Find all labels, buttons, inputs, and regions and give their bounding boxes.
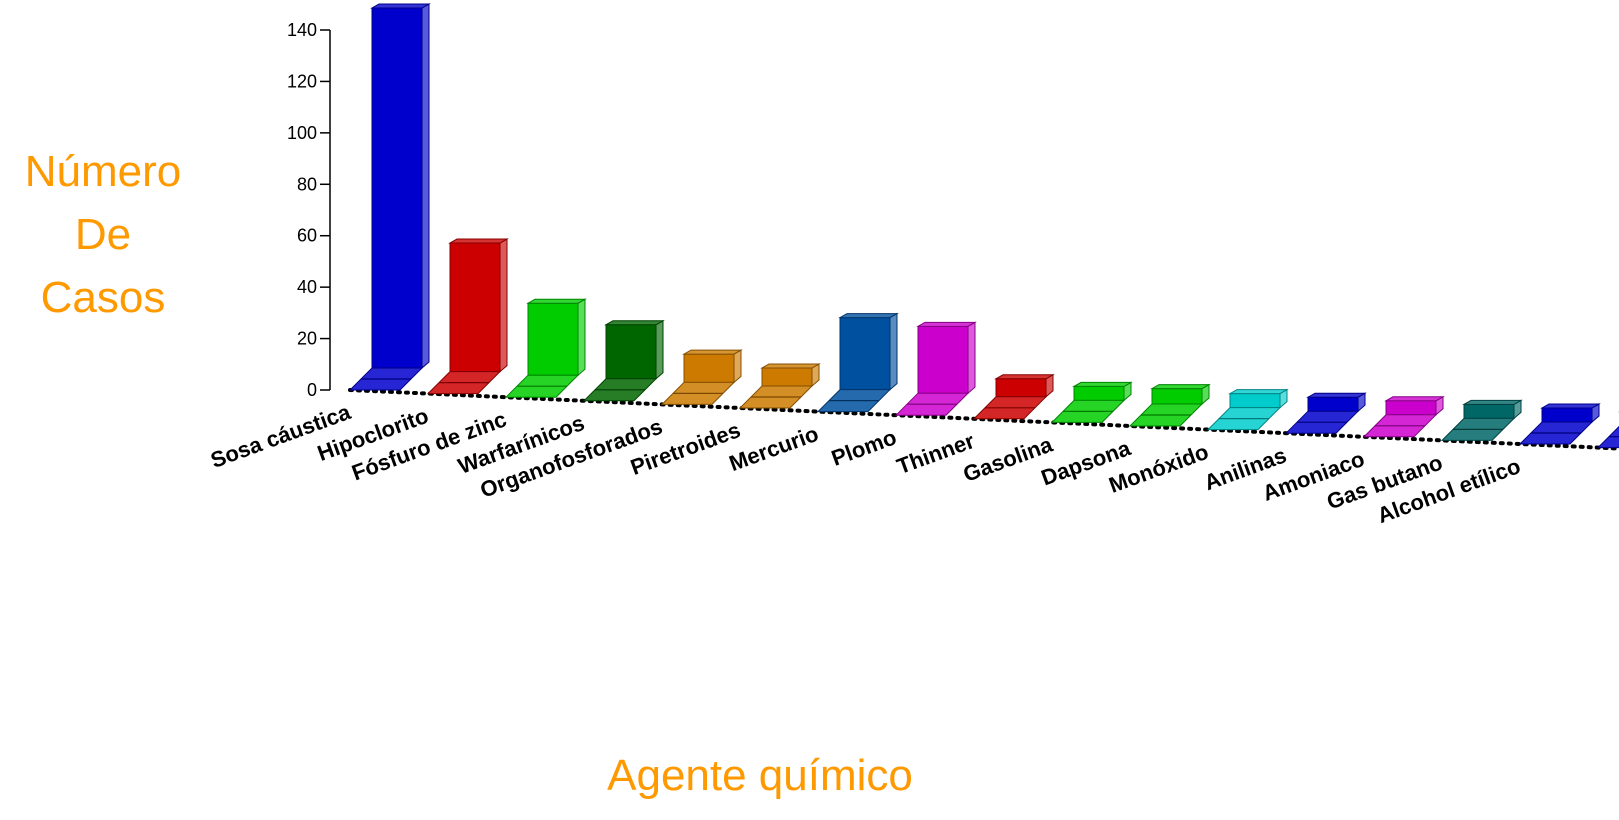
bar bbox=[738, 363, 821, 409]
bar bbox=[972, 373, 1055, 420]
bar bbox=[1050, 381, 1133, 423]
bar bbox=[660, 349, 743, 405]
y-tick-label: 20 bbox=[297, 329, 317, 349]
bar bbox=[1362, 395, 1445, 438]
y-axis-title-line-2: De bbox=[75, 210, 131, 259]
bar bbox=[1518, 403, 1601, 445]
category-label: Mercurio bbox=[726, 421, 822, 476]
y-tick-label: 80 bbox=[297, 174, 317, 194]
y-tick-label: 140 bbox=[287, 20, 317, 40]
bar bbox=[1596, 411, 1619, 449]
bars bbox=[348, 3, 1619, 449]
bar bbox=[504, 298, 587, 398]
bar bbox=[816, 312, 899, 413]
x-axis-title: Agente químico bbox=[607, 751, 913, 800]
y-tick-label: 100 bbox=[287, 123, 317, 143]
y-axis-title-line-3: Casos bbox=[41, 273, 166, 322]
bar bbox=[582, 319, 665, 402]
bar bbox=[1128, 383, 1211, 427]
bar bbox=[894, 321, 977, 416]
bar bbox=[1284, 392, 1367, 434]
y-axis-title-line-1: Número bbox=[25, 147, 182, 196]
y-tick-label: 60 bbox=[297, 226, 317, 246]
y-tick-label: 120 bbox=[287, 71, 317, 91]
bar bbox=[426, 238, 509, 395]
bar bbox=[1440, 399, 1523, 441]
bar bbox=[348, 3, 431, 391]
bar bbox=[1206, 388, 1289, 431]
y-tick-label: 0 bbox=[307, 380, 317, 400]
category-label: Plomo bbox=[828, 424, 900, 470]
y-tick-label: 40 bbox=[297, 277, 317, 297]
y-axis: 0 20 40 60 80 100 120 140 bbox=[287, 20, 331, 400]
